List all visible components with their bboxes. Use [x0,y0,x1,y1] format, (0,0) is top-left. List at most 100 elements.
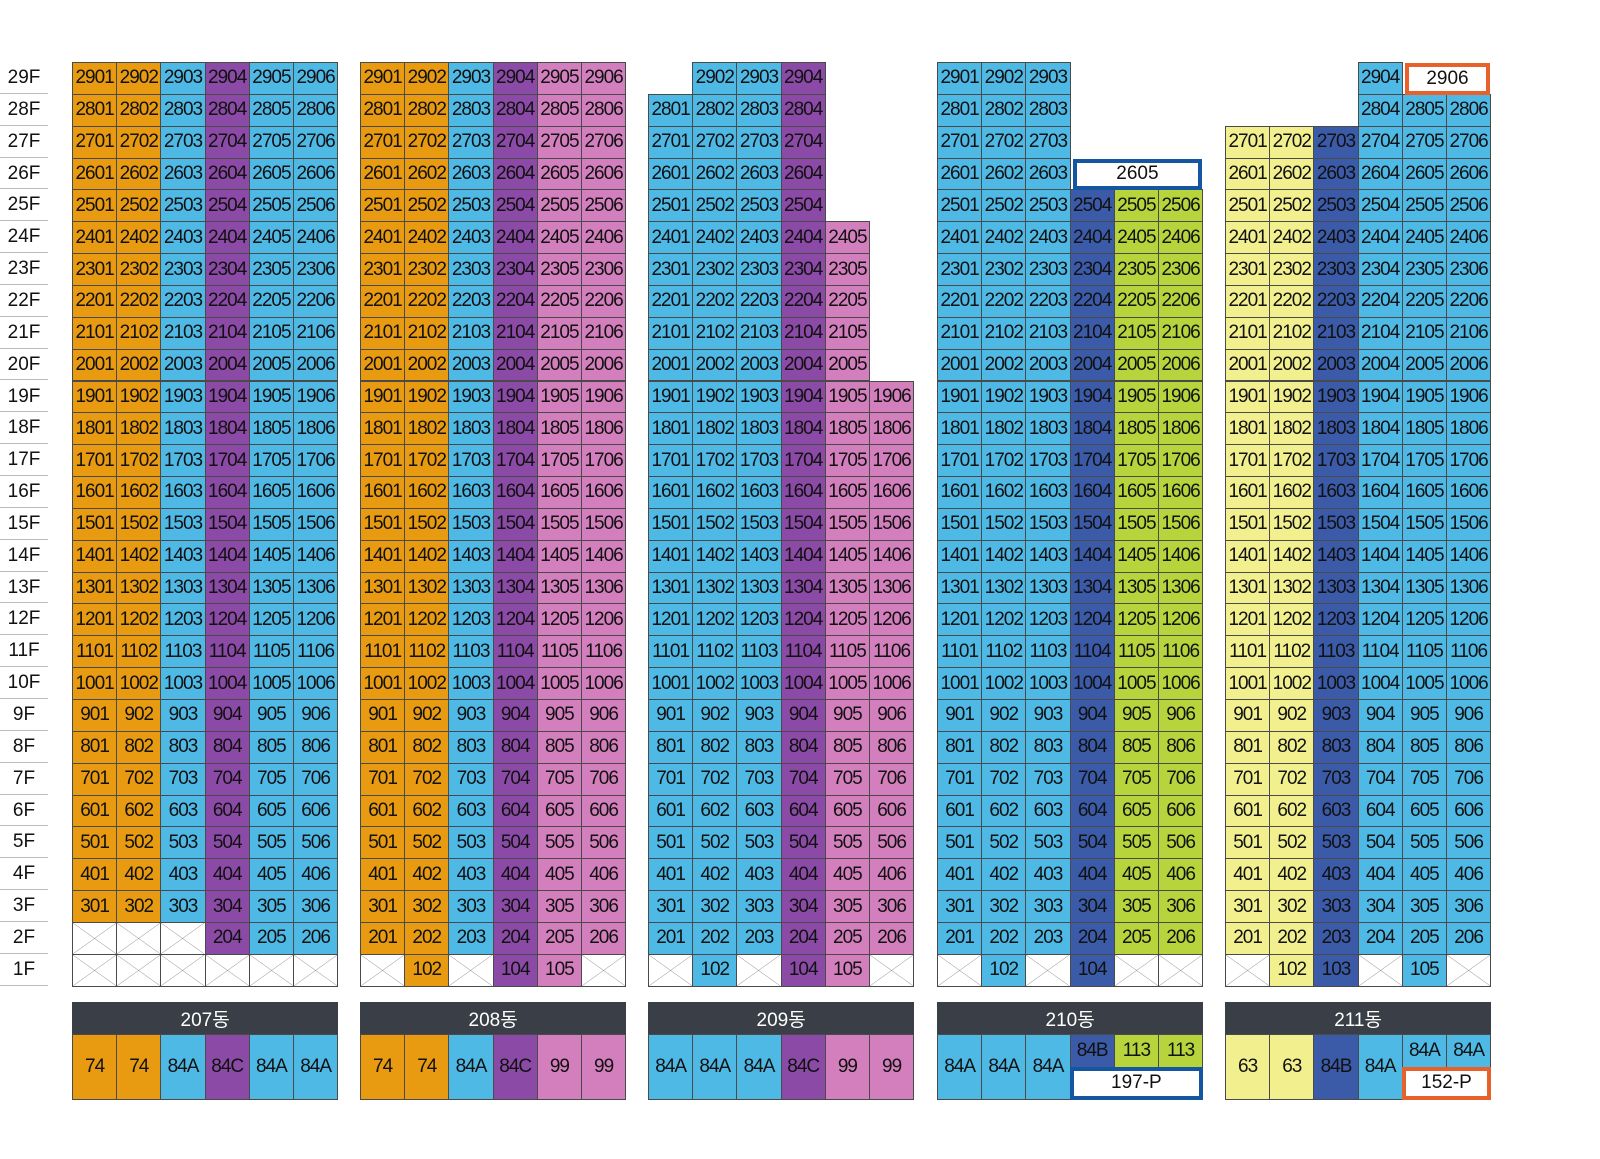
unit-cell[interactable]: 2302 [116,253,162,286]
unit-cell[interactable]: 202 [404,921,450,955]
unit-cell[interactable]: 1602 [404,476,450,509]
unit-cell[interactable]: 1104 [1357,635,1403,669]
unit-cell[interactable]: 902 [116,699,162,732]
unit-cell[interactable]: 1202 [1269,603,1315,637]
unit-cell[interactable]: 302 [1269,890,1315,923]
unit-cell[interactable]: 1205 [248,603,294,637]
unit-cell[interactable]: 1102 [1269,635,1315,669]
unit-cell[interactable]: 1504 [204,507,250,541]
unit-cell[interactable]: 2101 [72,316,118,350]
unit-cell[interactable]: 305 [536,890,582,923]
unit-cell[interactable]: 2703 [736,125,782,159]
unit-cell[interactable]: 2802 [692,93,738,127]
unit-cell[interactable]: 1906 [293,380,339,414]
unit-cell[interactable]: 2702 [404,125,450,159]
unit-cell[interactable]: 202 [1269,921,1315,955]
unit-cell[interactable]: 1303 [1025,571,1071,605]
unit-cell[interactable]: 805 [1113,730,1159,764]
unit-cell[interactable]: 1906 [1158,380,1204,414]
unit-cell[interactable]: 2704 [1357,125,1403,159]
unit-cell[interactable]: 2202 [404,284,450,318]
unit-cell[interactable]: 1204 [492,603,538,637]
unit-cell[interactable]: 2102 [692,316,738,350]
unit-cell[interactable]: 706 [869,762,915,796]
unit-cell[interactable]: 1505 [824,507,870,541]
unit-cell[interactable]: 2801 [72,93,118,127]
unit-cell[interactable]: 203 [1313,921,1359,955]
unit-cell[interactable]: 1201 [1225,603,1271,637]
unit-cell[interactable]: 504 [204,826,250,860]
unit-cell[interactable]: 704 [1357,762,1403,796]
unit-cell[interactable]: 703 [160,762,206,796]
unit-cell[interactable]: 1104 [204,635,250,669]
unit-cell[interactable]: 2501 [72,189,118,223]
unit-cell[interactable]: 205 [536,921,582,955]
unit-cell[interactable]: 1902 [404,380,450,414]
unit-cell[interactable]: 204 [1357,921,1403,955]
unit-cell[interactable]: 2402 [981,221,1027,255]
unit-cell[interactable]: 2101 [937,316,983,350]
unit-cell[interactable]: 1503 [448,507,494,541]
unit-cell[interactable]: 2003 [160,348,206,382]
unit-cell[interactable]: 1505 [1401,507,1447,541]
unit-cell[interactable]: 1202 [116,603,162,637]
unit-cell[interactable]: 304 [780,890,826,923]
unit-cell[interactable]: 2502 [981,189,1027,223]
unit-cell[interactable]: 104 [1069,953,1115,987]
unit-cell[interactable]: 1002 [1269,667,1315,700]
unit-cell[interactable]: 201 [360,921,406,955]
unit-cell[interactable]: 1206 [1446,603,1492,637]
unit-cell[interactable]: 2304 [1357,253,1403,286]
unit-cell[interactable]: 1802 [404,412,450,446]
unit-cell[interactable]: 2005 [536,348,582,382]
unit-cell[interactable]: 1205 [536,603,582,637]
unit-cell[interactable]: 2601 [937,157,983,191]
unit-cell[interactable]: 1506 [869,507,915,541]
unit-cell[interactable]: 1002 [404,667,450,700]
unit-cell[interactable]: 1604 [204,476,250,509]
unit-cell[interactable]: 2503 [736,189,782,223]
unit-cell[interactable]: 2403 [736,221,782,255]
unit-cell[interactable]: 2202 [692,284,738,318]
unit-cell[interactable]: 606 [869,794,915,828]
unit-cell[interactable]: 2502 [116,189,162,223]
unit-cell[interactable]: 1006 [1158,667,1204,700]
unit-cell[interactable]: 1303 [160,571,206,605]
unit-cell[interactable]: 2801 [937,93,983,127]
unit-cell[interactable]: 1104 [492,635,538,669]
unit-cell[interactable]: 705 [1401,762,1447,796]
unit-cell[interactable]: 2104 [780,316,826,350]
unit-cell[interactable]: 1601 [1225,476,1271,509]
unit-cell[interactable]: 2103 [736,316,782,350]
unit-cell[interactable]: 402 [692,858,738,892]
unit-cell[interactable]: 901 [360,699,406,732]
unit-cell[interactable]: 2904 [492,62,538,95]
unit-cell[interactable]: 603 [160,794,206,828]
unit-cell[interactable]: 201 [937,921,983,955]
unit-cell[interactable]: 501 [937,826,983,860]
unit-cell[interactable]: 1102 [981,635,1027,669]
unit-cell[interactable]: 2003 [1313,348,1359,382]
unit-cell[interactable]: 2806 [1446,93,1492,127]
unit-cell[interactable]: 1004 [1357,667,1403,700]
unit-cell[interactable]: 102 [692,953,738,987]
unit-cell[interactable]: 2302 [1269,253,1315,286]
unit-cell[interactable]: 2103 [1313,316,1359,350]
unit-cell[interactable]: 1002 [116,667,162,700]
unit-cell[interactable]: 804 [1357,730,1403,764]
unit-cell[interactable]: 704 [492,762,538,796]
unit-cell[interactable]: 303 [736,890,782,923]
unit-cell[interactable]: 1403 [160,539,206,573]
unit-cell[interactable]: 2301 [360,253,406,286]
unit-cell[interactable]: 2703 [448,125,494,159]
unit-cell[interactable]: 602 [692,794,738,828]
unit-cell[interactable]: 2305 [248,253,294,286]
unit-cell[interactable]: 605 [1401,794,1447,828]
unit-cell[interactable]: 1103 [736,635,782,669]
unit-cell[interactable]: 302 [981,890,1027,923]
unit-cell[interactable]: 905 [536,699,582,732]
unit-cell[interactable]: 903 [1025,699,1071,732]
unit-cell[interactable]: 801 [72,730,118,764]
unit-cell[interactable]: 2504 [492,189,538,223]
unit-cell[interactable]: 2105 [536,316,582,350]
